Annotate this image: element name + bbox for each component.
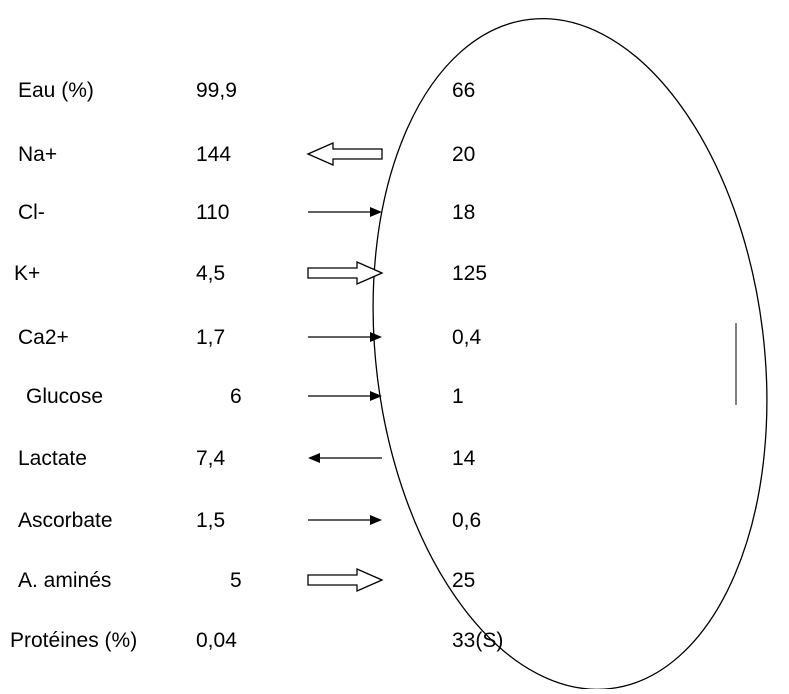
solid-arrow-right [308,207,382,217]
outside-value: 99,9 [196,79,237,102]
outside-value: 110 [196,201,229,224]
solid-arrow-right [308,391,382,401]
row: Glucose 6 1 [26,385,464,408]
outside-value: 5 [230,569,242,592]
inside-value: 1 [452,385,464,408]
outside-value: 0,04 [196,629,237,652]
solid-arrow-right [308,515,382,525]
row: Cl- 110 18 [18,201,475,224]
row: K+ 4,5 125 [14,261,487,285]
row: Ca2+ 1,7 0,4 [18,326,482,349]
ion-name: Cl- [18,201,45,224]
row: Na+ 144 20 [18,142,475,166]
solid-arrow-right [308,332,382,342]
solid-arrow-left [308,453,382,463]
outside-value: 144 [196,143,231,166]
outside-value: 1,5 [196,509,225,532]
inside-value: 66 [452,79,475,102]
ion-name: K+ [14,262,40,285]
inside-value: 33(S) [452,629,503,652]
row: Lactate 7,4 14 [18,447,476,470]
outside-value: 6 [230,385,242,408]
ion-name: Glucose [26,385,103,408]
inside-value: 0,6 [452,509,481,532]
inside-value: 18 [452,201,475,224]
ion-name: Ascorbate [18,509,113,532]
hollow-arrow-right [307,261,384,285]
outside-value: 4,5 [196,262,225,285]
inside-value: 25 [452,569,475,592]
outside-value: 7,4 [196,447,226,470]
inside-value: 20 [452,143,475,166]
hollow-arrow-left [306,142,383,166]
row: Protéines (%) 0,04 33(S) [10,629,503,652]
ion-name: Na+ [18,143,57,166]
outside-value: 1,7 [196,326,225,349]
row: A. aminés 5 25 [18,568,475,592]
hollow-arrow-right [307,568,384,592]
ion-name: Protéines (%) [10,629,137,652]
ion-name: Eau (%) [18,79,94,102]
inside-value: 125 [452,262,487,285]
ion-name: Ca2+ [18,326,69,349]
ion-name: A. aminés [18,569,111,592]
ion-name: Lactate [18,447,87,470]
inside-value: 14 [452,447,476,470]
row: Ascorbate 1,5 0,6 [18,509,481,532]
cell-membrane [372,18,768,690]
inside-value: 0,4 [452,326,482,349]
row: Eau (%) 99,9 66 [18,79,475,102]
